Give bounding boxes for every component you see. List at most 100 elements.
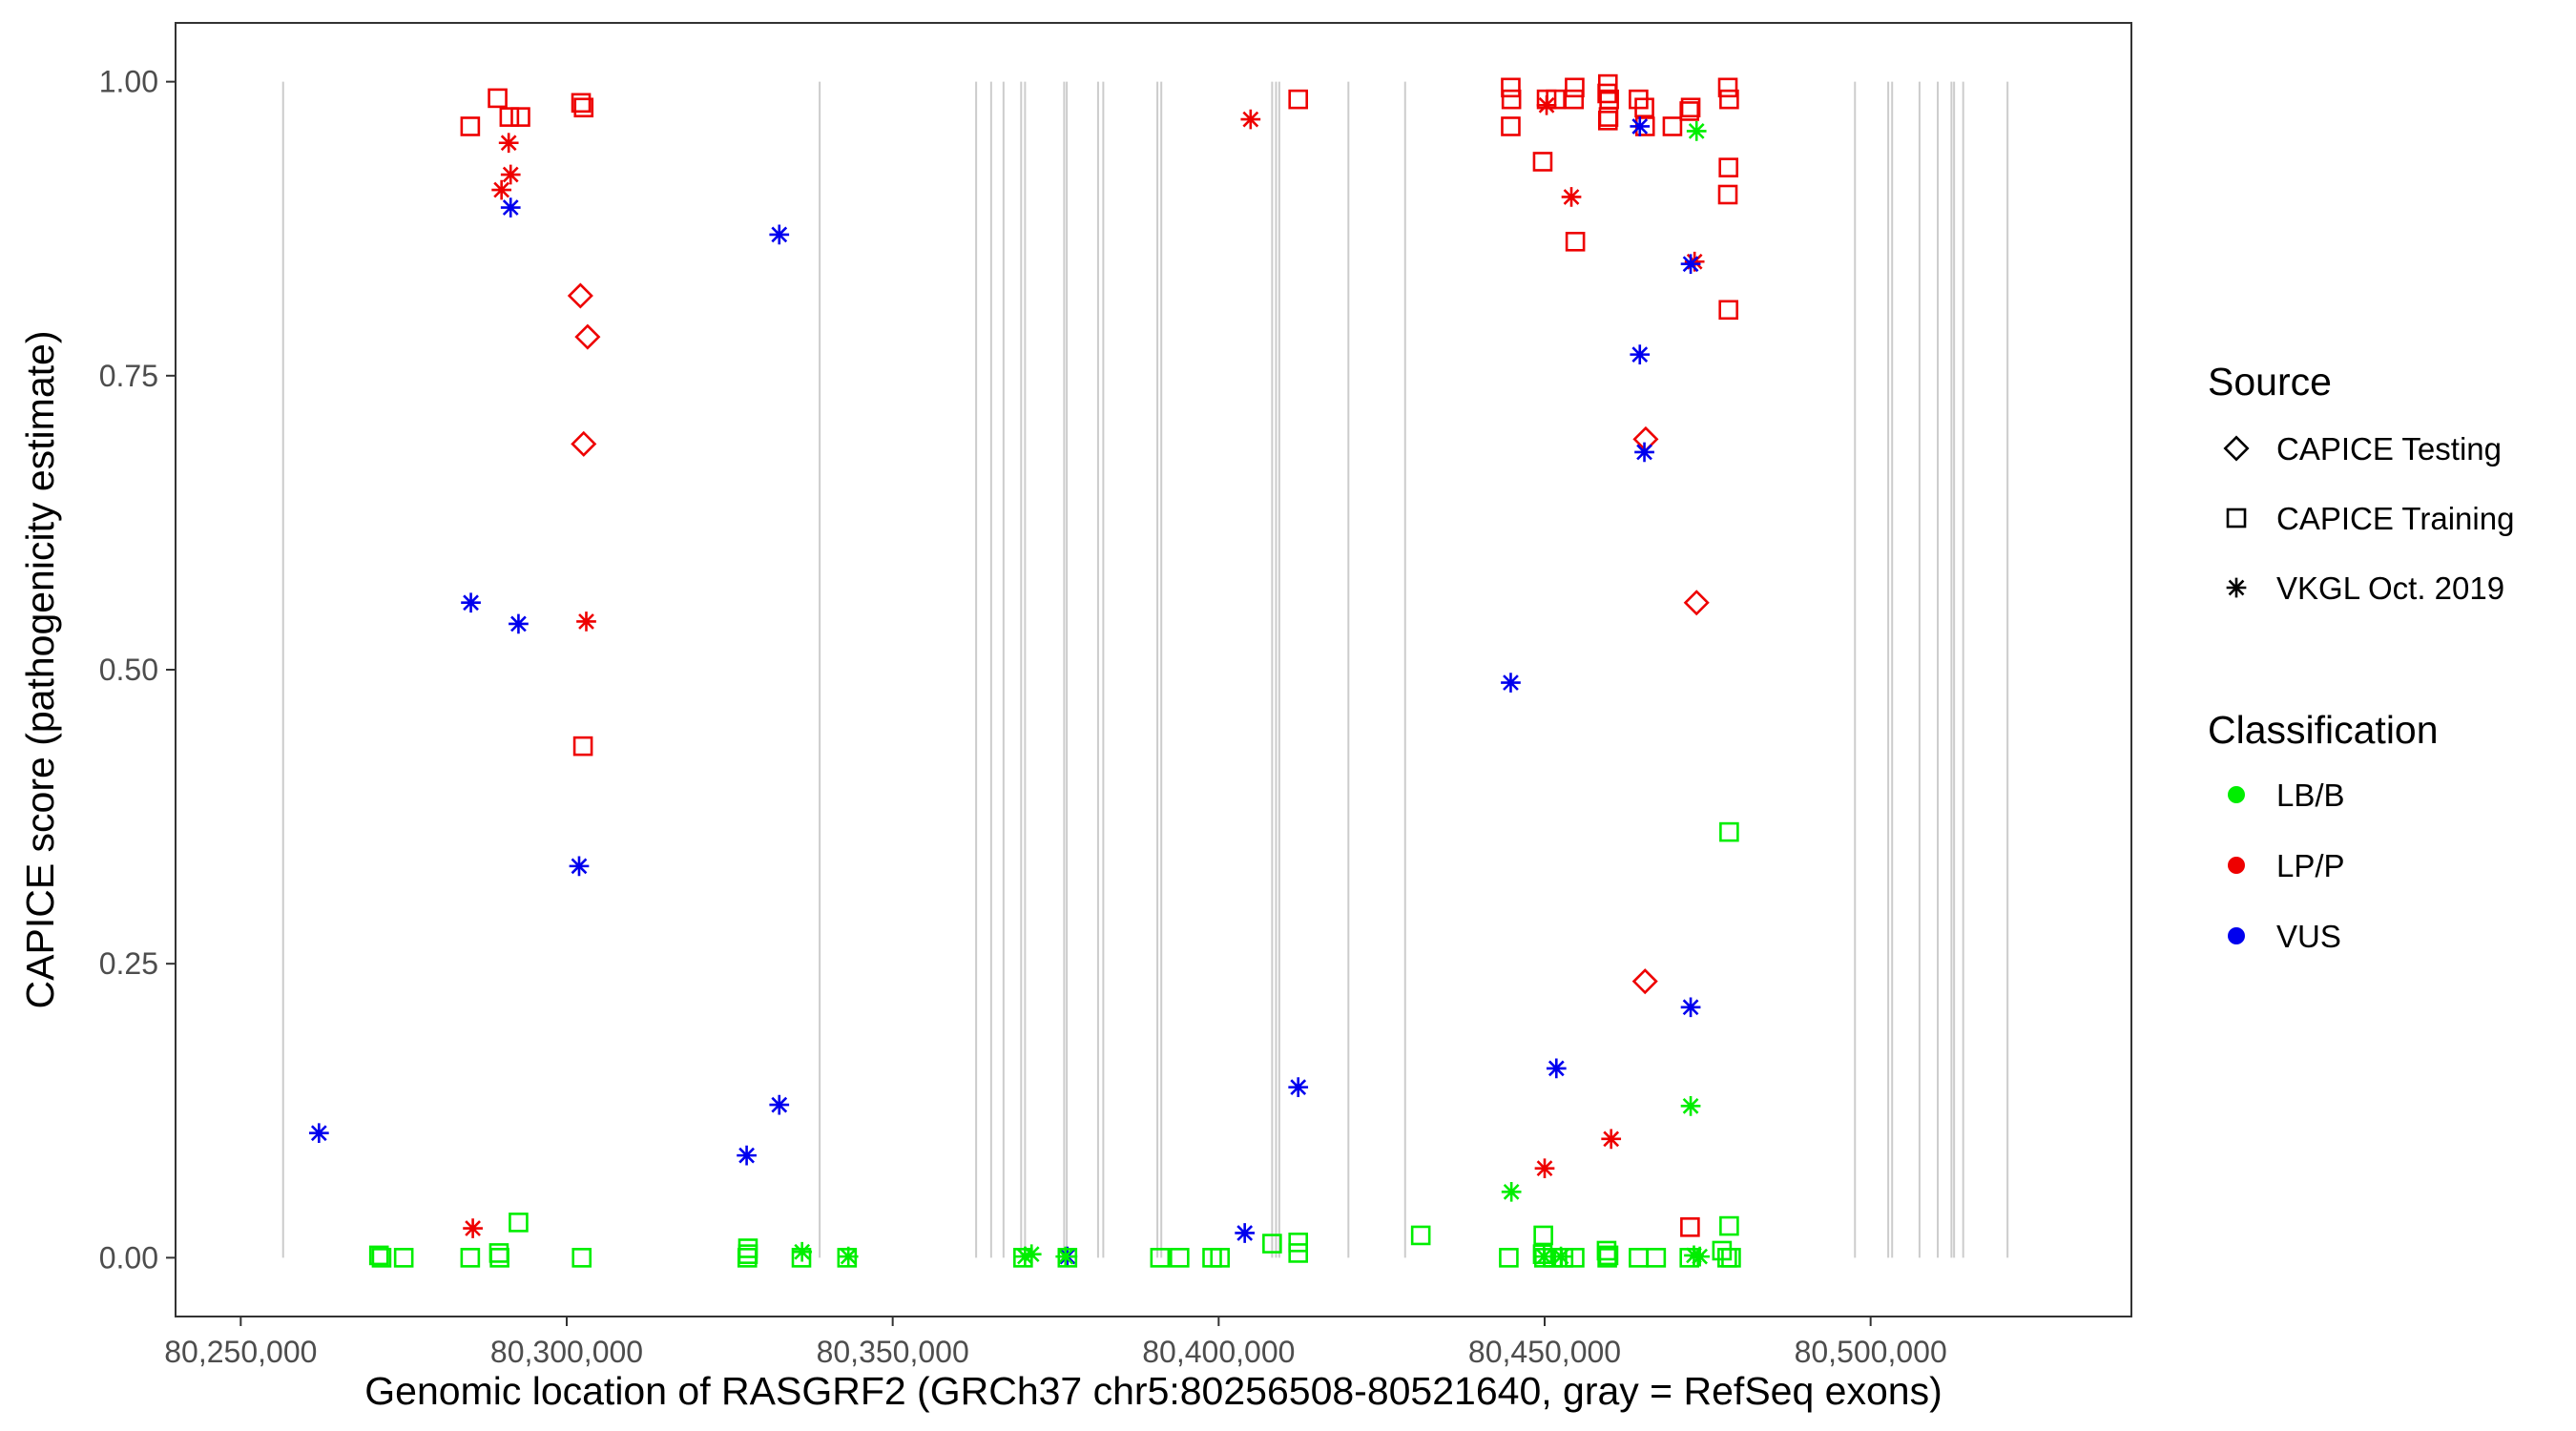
- data-point: [1055, 1246, 1076, 1267]
- data-point: [500, 197, 521, 218]
- data-point: [1680, 97, 1701, 118]
- data-point: [1565, 1248, 1585, 1268]
- data-point: [1501, 89, 1522, 110]
- data-point: [571, 93, 592, 114]
- data-point: [571, 1248, 592, 1268]
- data-point: [491, 179, 512, 200]
- legend-classification-title: Classification: [2208, 708, 2439, 752]
- data-point: [1501, 1181, 1522, 1202]
- data-point: [1601, 1129, 1622, 1150]
- data-point: [567, 282, 593, 309]
- y-tick-label: 0.75: [99, 359, 158, 393]
- legend-classification-key: [2228, 927, 2245, 944]
- y-tick-label: 1.00: [99, 65, 158, 99]
- data-point: [1015, 1246, 1035, 1267]
- data-point: [1532, 152, 1553, 172]
- data-point: [1719, 89, 1739, 110]
- data-point: [791, 1248, 812, 1268]
- data-point: [1501, 116, 1521, 136]
- data-point: [460, 1248, 481, 1268]
- data-point: [489, 1248, 509, 1268]
- data-point: [1679, 1248, 1699, 1268]
- legend-classification-key: [2228, 786, 2245, 803]
- data-point: [1536, 94, 1557, 115]
- data-point: [576, 612, 596, 632]
- data-point: [1561, 187, 1582, 207]
- legend-classification-key: [2228, 857, 2245, 874]
- data-point: [460, 116, 481, 136]
- data-point: [1564, 89, 1585, 110]
- data-point: [769, 224, 790, 245]
- data-point: [1629, 1248, 1649, 1268]
- data-point: [1630, 344, 1651, 364]
- data-point: [1553, 1248, 1574, 1268]
- data-point: [1680, 1217, 1700, 1237]
- data-point: [1262, 1234, 1282, 1254]
- data-point: [1598, 1245, 1619, 1266]
- data-point: [1634, 442, 1654, 463]
- data-point: [368, 1245, 389, 1266]
- data-point: [1686, 121, 1707, 141]
- data-point: [1288, 1077, 1309, 1097]
- data-point: [488, 88, 508, 109]
- data-point: [510, 107, 530, 127]
- exon-lines: [281, 81, 2009, 1258]
- data-point: [1235, 1223, 1256, 1243]
- data-point: [371, 1248, 392, 1268]
- x-axis-title: Genomic location of RASGRF2 (GRCh37 chr5…: [364, 1369, 1942, 1413]
- data-point: [1719, 1215, 1739, 1236]
- data-point: [1662, 116, 1683, 136]
- data-point: [1501, 673, 1521, 693]
- data-point: [569, 856, 590, 877]
- data-point: [1565, 231, 1586, 252]
- data-point: [792, 1241, 813, 1262]
- data-point: [1534, 1158, 1555, 1179]
- legend-source-label: VKGL Oct. 2019: [2276, 570, 2504, 606]
- legend-source-key: [2226, 508, 2247, 529]
- data-point: [499, 107, 520, 127]
- data-point: [1013, 1248, 1033, 1268]
- data-point: [1718, 300, 1738, 321]
- data-point: [509, 1213, 529, 1233]
- data-point: [837, 1248, 858, 1268]
- data-point: [1546, 1058, 1567, 1079]
- plot-panel-border: [175, 22, 2132, 1317]
- data-point: [393, 1248, 414, 1268]
- legend-classification-label: LP/P: [2276, 848, 2345, 883]
- data-point: [1718, 157, 1738, 177]
- data-point: [1532, 1244, 1553, 1264]
- data-point: [1680, 1095, 1701, 1116]
- data-point: [308, 1123, 329, 1144]
- data-point: [1680, 254, 1701, 275]
- data-points: [308, 73, 1741, 1268]
- data-point: [500, 164, 521, 185]
- legend-classification-label: VUS: [2276, 919, 2341, 954]
- data-point: [1057, 1248, 1078, 1268]
- data-point: [1679, 101, 1699, 121]
- data-point: [1719, 821, 1739, 842]
- data-point: [1597, 111, 1618, 131]
- data-point: [1288, 89, 1308, 110]
- data-point: [1410, 1225, 1431, 1246]
- legend-source-label: CAPICE Testing: [2276, 431, 2502, 467]
- data-point: [1288, 1233, 1308, 1253]
- data-point: [1597, 83, 1617, 104]
- x-axis: 80,250,000 80,300,000 80,350,000 80,400,000…: [164, 1317, 1947, 1369]
- y-axis-title: CAPICE score (pathogenicity estimate): [18, 331, 62, 1009]
- data-point: [574, 323, 601, 350]
- data-point: [1630, 116, 1651, 136]
- data-point: [1717, 184, 1738, 205]
- legend-source-label: CAPICE Training: [2276, 501, 2514, 536]
- data-point: [1680, 997, 1701, 1018]
- x-tick-label: 80,400,000: [1142, 1335, 1295, 1369]
- x-tick-label: 80,450,000: [1468, 1335, 1621, 1369]
- data-point: [1565, 77, 1585, 98]
- y-tick-label: 0.25: [99, 946, 158, 981]
- data-point: [1543, 1248, 1564, 1268]
- data-point: [488, 1243, 509, 1263]
- x-tick-label: 80,300,000: [490, 1335, 643, 1369]
- data-point: [1499, 1248, 1519, 1268]
- data-point: [463, 1218, 483, 1238]
- y-tick-label: 0.00: [99, 1240, 158, 1275]
